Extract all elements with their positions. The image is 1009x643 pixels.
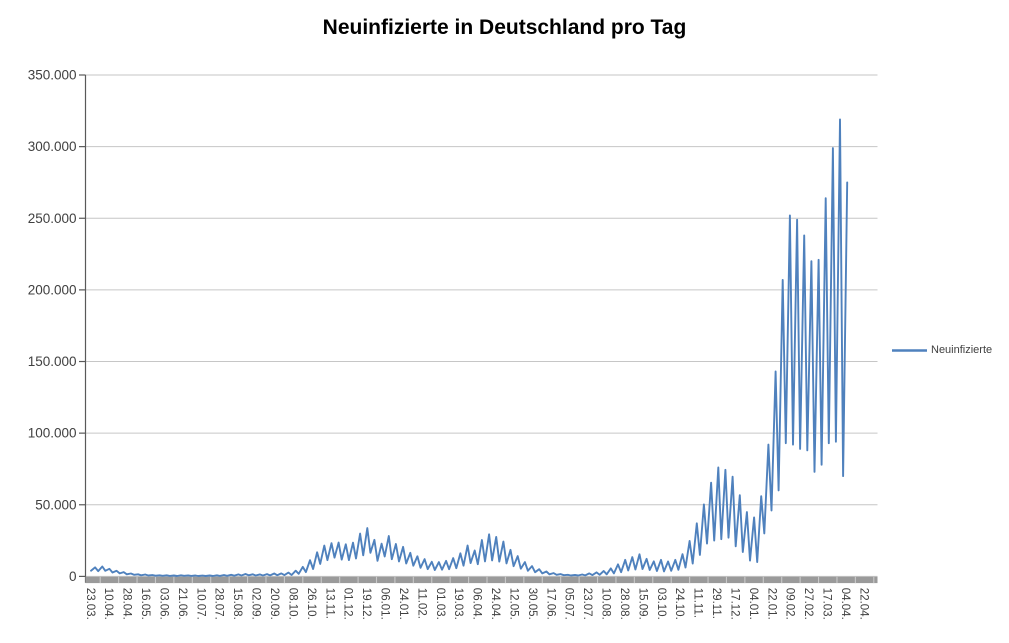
x-tick-label: 11.02.	[415, 588, 427, 619]
x-tick-label: 01.12.	[342, 588, 354, 620]
x-tick-label: 10.08.	[600, 588, 612, 620]
x-tick-label: 29.11.	[710, 588, 722, 619]
x-tick-label: 10.04.	[102, 588, 114, 620]
series-line-group	[90, 118, 849, 577]
x-tick-label: 20.09.	[268, 588, 280, 620]
x-tick-label: 17.03.	[821, 588, 833, 620]
x-tick-label: 06.01.	[379, 588, 391, 620]
x-tick-label: 17.12.	[728, 588, 740, 620]
y-tick-label: 50.000	[35, 497, 76, 512]
x-tick-label: 03.06.	[157, 588, 169, 620]
x-tick-label: 28.04.	[121, 588, 133, 620]
x-tick-label: 09.02.	[784, 588, 796, 620]
x-tick-label: 17.06.	[544, 588, 556, 620]
x-tick-label: 13.11.	[323, 588, 335, 619]
x-tick-label: 11.11.	[692, 588, 704, 618]
x-tick-label: 03.10.	[655, 588, 667, 620]
x-tick-label: 12.05.	[507, 588, 519, 620]
x-tick-label: 24.01.	[397, 588, 409, 620]
x-tick-label: 28.08.	[618, 588, 630, 620]
x-tick-label: 30.05.	[526, 588, 538, 620]
y-tick-label: 150.000	[28, 354, 77, 369]
x-tick-label: 24.04.	[489, 588, 501, 620]
series-line	[90, 118, 849, 577]
x-tick-label: 22.01.	[765, 588, 777, 620]
x-axis-band-notches	[99, 576, 875, 584]
legend-line-marker	[892, 348, 927, 352]
y-tick-label: 0	[69, 569, 77, 584]
y-tick-label: 300.000	[28, 139, 77, 154]
y-tick-label: 200.000	[28, 282, 77, 297]
y-axis-tick-labels: 0 50.000 100.000 150.000 200.000 250.000 300.0…	[28, 68, 77, 584]
legend-label: Neuinfizierte	[931, 344, 993, 356]
x-tick-label: 06.04.	[471, 588, 483, 620]
x-tick-label: 10.07.	[194, 588, 206, 620]
x-tick-label: 04.01.	[747, 588, 759, 620]
x-tick-label: 23.03.	[84, 588, 96, 620]
x-tick-label: 02.09.	[250, 588, 262, 620]
x-tick-label: 24.10.	[673, 588, 685, 620]
y-axis-tick-marks	[79, 74, 86, 578]
x-tick-label: 08.10.	[286, 588, 298, 620]
x-tick-label: 19.03.	[452, 588, 464, 620]
y-tick-label: 100.000	[28, 426, 77, 441]
x-tick-label: 04.04.	[839, 588, 851, 620]
x-tick-label: 23.07.	[581, 588, 593, 620]
chart-title: Neuinfizierte in Deutschland pro Tag	[322, 16, 687, 39]
x-tick-label: 16.05.	[139, 588, 151, 620]
x-tick-label: 26.10.	[305, 588, 317, 620]
x-tick-label: 15.08.	[231, 588, 243, 620]
gridlines	[85, 74, 878, 577]
x-tick-label: 27.02.	[802, 588, 814, 620]
x-tick-label: 01.03.	[434, 588, 446, 620]
legend: Neuinfizierte	[891, 344, 992, 356]
x-axis-band	[85, 576, 878, 584]
x-tick-label: 19.12.	[360, 588, 372, 620]
x-tick-label: 05.07.	[563, 588, 575, 620]
x-axis-band-rect	[85, 576, 878, 584]
y-tick-label: 350.000	[28, 68, 77, 83]
x-tick-label: 21.06.	[176, 588, 188, 620]
x-tick-label: 22.04.	[857, 588, 869, 620]
y-tick-label: 250.000	[28, 211, 77, 226]
x-axis-tick-labels: 23.03. 10.04. 28.04. 16.05. 03.06. 21.06. 10.0…	[84, 588, 870, 620]
x-tick-label: 15.09.	[636, 588, 648, 620]
x-tick-label: 28.07.	[213, 588, 225, 620]
